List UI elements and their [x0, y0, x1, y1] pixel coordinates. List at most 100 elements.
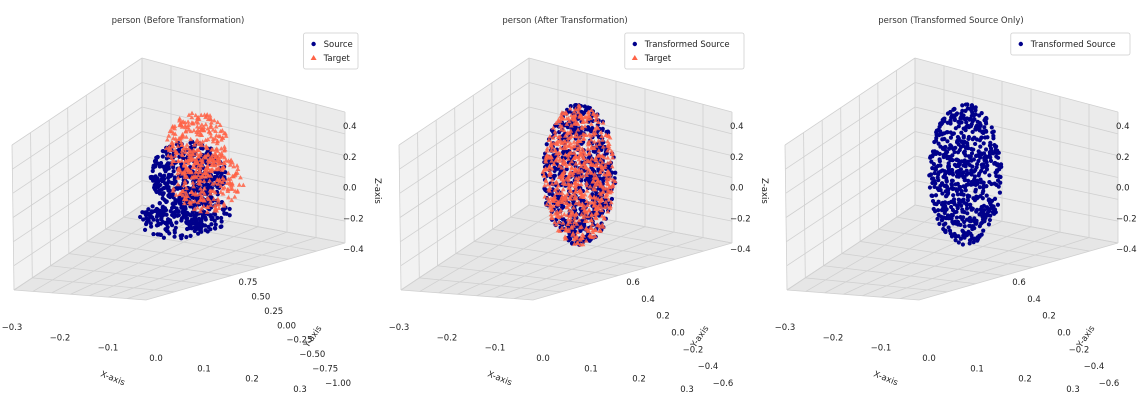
data-point [185, 227, 189, 231]
data-point [165, 199, 169, 203]
data-point [958, 162, 962, 166]
data-point [161, 193, 165, 197]
data-point [582, 111, 586, 115]
data-point [149, 224, 153, 228]
data-point [929, 154, 933, 158]
data-point [173, 212, 177, 216]
data-point [956, 135, 960, 139]
data-point [996, 178, 1000, 182]
data-point [959, 131, 963, 135]
data-point [163, 227, 167, 231]
data-point [169, 221, 173, 225]
data-point [189, 213, 193, 217]
data-point [994, 154, 998, 158]
data-point [949, 157, 953, 161]
data-point [953, 118, 957, 122]
data-point [990, 125, 994, 129]
y-tick-label: 0.00 [277, 321, 296, 331]
data-point [172, 235, 176, 239]
data-point [961, 175, 965, 179]
legend-marker [1019, 42, 1023, 46]
x-tick-label: 0.2 [1018, 375, 1032, 385]
data-point [974, 195, 978, 199]
data-point [178, 200, 182, 204]
y-tick-label: −0.6 [1099, 379, 1120, 389]
data-point [158, 209, 162, 213]
data-point [939, 122, 943, 126]
data-point [159, 233, 163, 237]
data-point [954, 112, 958, 116]
data-point [937, 222, 941, 226]
data-point [937, 188, 941, 192]
data-point [970, 110, 974, 114]
data-point [215, 216, 219, 220]
data-point [972, 179, 976, 183]
data-point [159, 161, 163, 165]
data-point [982, 156, 986, 160]
x-tick-label: −0.3 [389, 323, 410, 333]
data-point [992, 211, 996, 215]
x-axis-label: X-axis [486, 370, 514, 389]
data-point [964, 128, 968, 132]
data-point [966, 137, 970, 141]
z-axis-label: Z-axis [372, 178, 382, 204]
data-point [971, 106, 975, 110]
data-point [928, 185, 932, 189]
data-point [948, 118, 952, 122]
data-point [978, 145, 982, 149]
y-tick-label: −0.75 [312, 365, 338, 375]
data-point [196, 232, 200, 236]
data-point [945, 179, 949, 183]
data-point [941, 175, 945, 179]
data-point [975, 181, 979, 185]
data-point [982, 125, 986, 129]
data-point [586, 105, 590, 109]
z-tick-label: 0.2 [343, 153, 357, 163]
data-point [973, 142, 977, 146]
y-tick-label: −0.6 [713, 379, 734, 389]
data-point [975, 208, 979, 212]
data-point [991, 151, 995, 155]
data-point [161, 154, 165, 158]
data-point [185, 211, 189, 215]
chart-title: person (After Transformation) [502, 16, 627, 26]
data-point [980, 205, 984, 209]
data-point [957, 172, 961, 176]
data-point [979, 221, 983, 225]
x-tick-label: 0.1 [584, 364, 598, 374]
data-point [204, 228, 208, 232]
x-tick-label: 0.3 [293, 385, 307, 394]
data-point [954, 234, 958, 238]
y-tick-label: 0.25 [264, 307, 283, 317]
data-point [961, 230, 965, 234]
data-point [985, 135, 989, 139]
data-point [943, 229, 947, 233]
data-point [981, 189, 985, 193]
data-point [974, 154, 978, 158]
x-tick-label: 0.1 [970, 364, 984, 374]
data-point [156, 222, 160, 226]
data-point [965, 233, 969, 237]
data-point [222, 207, 226, 211]
data-point [950, 220, 954, 224]
data-point [960, 103, 964, 107]
y-tick-label: −1.00 [325, 379, 351, 389]
data-point [162, 186, 166, 190]
x-axis-label: X-axis [872, 370, 900, 389]
y-tick-label: 0.4 [641, 295, 655, 305]
data-point [166, 217, 170, 221]
data-point [959, 145, 963, 149]
data-point [965, 161, 969, 165]
data-point [958, 116, 962, 120]
x-tick-label: −0.2 [437, 333, 458, 343]
data-point [980, 130, 984, 134]
data-point [162, 177, 166, 181]
data-point [963, 224, 967, 228]
data-point [981, 229, 985, 233]
legend-label: Target [323, 54, 351, 64]
data-point [163, 167, 167, 171]
data-point [960, 217, 964, 221]
legend-marker [311, 42, 315, 46]
y-tick-label: −0.50 [299, 350, 325, 360]
